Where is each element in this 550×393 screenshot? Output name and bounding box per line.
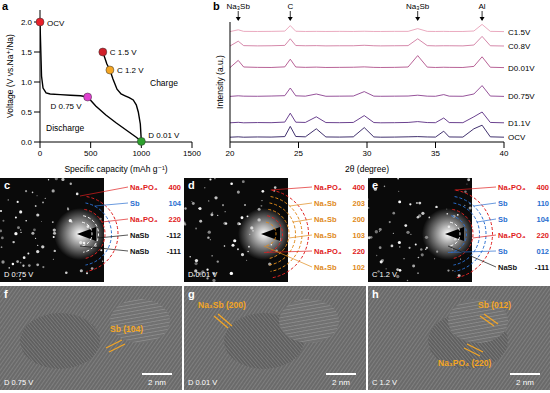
html-text:b: b [213, 0, 220, 12]
svg-text:1.5: 1.5 [21, 48, 33, 57]
svg-text:2.0: 2.0 [21, 18, 33, 27]
svg-text:102: 102 [352, 263, 365, 272]
svg-text:OCV: OCV [47, 19, 65, 28]
svg-text:500: 500 [84, 149, 98, 158]
svg-text:220: 220 [168, 215, 181, 224]
svg-text:-111: -111 [167, 247, 181, 256]
svg-text:Na₃Sb: Na₃Sb [227, 2, 251, 11]
svg-text:NaSb: NaSb [498, 263, 518, 272]
svg-text:D 0.01 V: D 0.01 V [188, 270, 217, 279]
svg-text:110: 110 [537, 199, 549, 208]
svg-text:Na₃Sb: Na₃Sb [406, 2, 430, 11]
svg-text:Na₃PO₄: Na₃PO₄ [498, 183, 526, 192]
svg-text:D0.75V: D0.75V [508, 92, 535, 101]
svg-text:Na₃PO₄: Na₃PO₄ [130, 183, 158, 192]
svg-text:Na₃Sb: Na₃Sb [314, 215, 337, 224]
svg-text:NaSb: NaSb [130, 231, 150, 240]
svg-text:C 1.2 V: C 1.2 V [372, 378, 397, 387]
svg-text:012: 012 [536, 247, 549, 256]
svg-text:1.0: 1.0 [21, 78, 33, 87]
svg-text:Voltage (V vs.Na⁺/Na): Voltage (V vs.Na⁺/Na) [5, 34, 15, 118]
svg-text:Sb: Sb [130, 199, 140, 208]
svg-text:Na₃PO₄: Na₃PO₄ [314, 183, 342, 192]
svg-text:Na₃PO₄: Na₃PO₄ [314, 247, 342, 256]
svg-text:220: 220 [352, 247, 365, 256]
svg-text:NaSb: NaSb [130, 247, 150, 256]
svg-text:2 nm: 2 nm [148, 378, 166, 387]
svg-text:20: 20 [226, 149, 235, 158]
svg-text:Sb (104): Sb (104) [110, 324, 143, 334]
svg-text:d: d [188, 179, 195, 191]
svg-text:1000: 1000 [132, 149, 150, 158]
html-text:Charge: Charge [150, 78, 178, 88]
svg-text:C 1.2 V: C 1.2 V [117, 66, 144, 75]
svg-text:D 0.75 V: D 0.75 V [50, 102, 82, 111]
svg-text:-111: -111 [535, 263, 549, 272]
svg-text:Na₃Sb: Na₃Sb [314, 199, 337, 208]
svg-text:30: 30 [363, 149, 372, 158]
svg-text:Sb (012): Sb (012) [478, 300, 511, 310]
svg-text:Na₃PO₄ (220): Na₃PO₄ (220) [438, 358, 492, 368]
html-text:Discharge: Discharge [46, 123, 85, 133]
svg-text:Sb: Sb [498, 247, 508, 256]
svg-text:2 nm: 2 nm [516, 378, 534, 387]
svg-text:D 0.01 V: D 0.01 V [148, 131, 180, 140]
svg-text:200: 200 [352, 215, 365, 224]
svg-text:e: e [372, 179, 378, 191]
svg-text:104: 104 [168, 199, 181, 208]
svg-text:D1.1V: D1.1V [508, 119, 531, 128]
svg-text:f: f [4, 288, 8, 300]
svg-text:-112: -112 [166, 231, 181, 240]
html-text:a: a [2, 0, 9, 12]
svg-text:35: 35 [431, 149, 440, 158]
svg-text:Intensity (a.u.): Intensity (a.u.) [215, 55, 225, 109]
svg-text:0.0: 0.0 [21, 138, 33, 147]
svg-text:203: 203 [352, 199, 365, 208]
svg-text:220: 220 [536, 231, 549, 240]
svg-text:Na₃PO₄: Na₃PO₄ [130, 215, 158, 224]
svg-text:Al: Al [479, 2, 486, 11]
svg-text:D 0.75 V: D 0.75 V [4, 270, 33, 279]
svg-text:0: 0 [38, 149, 43, 158]
svg-text:400: 400 [168, 183, 181, 192]
svg-text:c: c [4, 179, 10, 191]
svg-text:OCV: OCV [508, 133, 526, 142]
svg-text:Na₃Sb: Na₃Sb [314, 231, 337, 240]
svg-text:2θ (degree): 2θ (degree) [345, 164, 389, 174]
svg-text:Sb: Sb [498, 199, 508, 208]
svg-text:D 0.01 V: D 0.01 V [188, 378, 217, 387]
svg-text:g: g [188, 288, 195, 300]
svg-text:Specific capacity (mAh g⁻¹): Specific capacity (mAh g⁻¹) [64, 164, 167, 174]
svg-text:D0.01V: D0.01V [508, 64, 535, 73]
svg-text:40: 40 [500, 149, 509, 158]
svg-text:400: 400 [352, 183, 365, 192]
svg-text:Na₃Sb (200): Na₃Sb (200) [198, 300, 246, 310]
svg-text:C 1.2 V: C 1.2 V [372, 270, 397, 279]
svg-text:25: 25 [294, 149, 303, 158]
svg-text:D 0.75 V: D 0.75 V [4, 378, 33, 387]
svg-text:Na₃PO₄: Na₃PO₄ [498, 231, 526, 240]
svg-text:h: h [372, 288, 379, 300]
svg-text:1500: 1500 [183, 149, 201, 158]
svg-text:C: C [287, 2, 293, 11]
svg-text:104: 104 [536, 215, 549, 224]
svg-text:2 nm: 2 nm [332, 378, 350, 387]
svg-text:0.5: 0.5 [21, 108, 33, 117]
svg-text:C1.5V: C1.5V [508, 28, 531, 37]
svg-text:103: 103 [352, 231, 365, 240]
svg-text:Na₃Sb: Na₃Sb [314, 263, 337, 272]
svg-text:400: 400 [536, 183, 549, 192]
svg-text:Sb: Sb [498, 215, 508, 224]
svg-text:C 1.5 V: C 1.5 V [110, 48, 137, 57]
svg-text:C0.8V: C0.8V [508, 42, 531, 51]
